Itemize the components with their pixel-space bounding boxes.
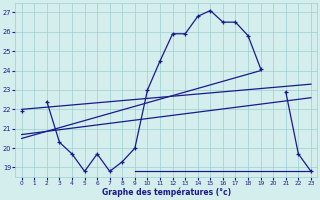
- X-axis label: Graphe des températures (°c): Graphe des températures (°c): [102, 188, 231, 197]
